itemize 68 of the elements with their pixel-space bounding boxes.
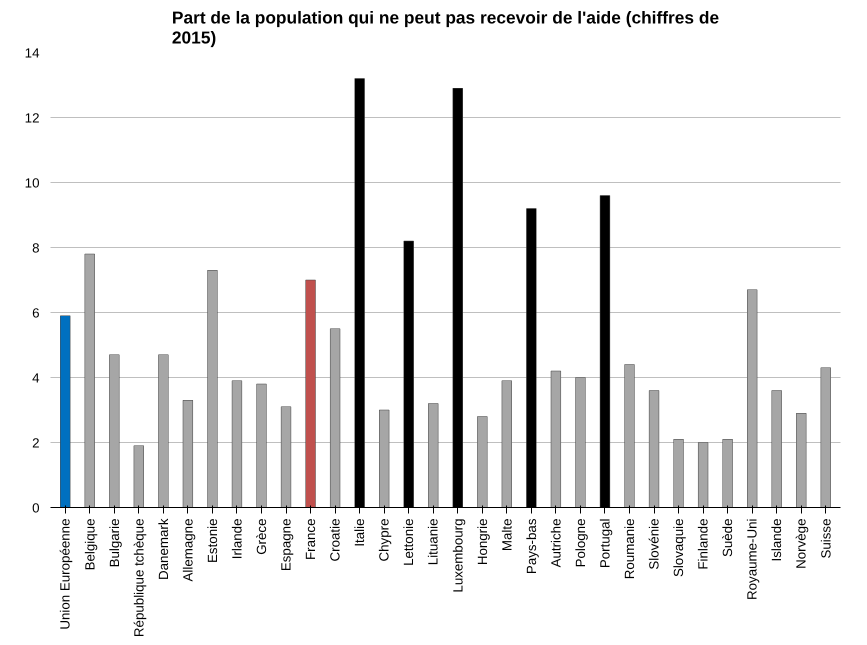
chart-title: Part de la population qui ne peut pas recevoir de l'aide (chiffres de 2015) [172, 8, 720, 48]
x-tick-label: Autriche [548, 518, 564, 568]
x-tick-label: Belgique [82, 518, 98, 570]
x-tick-label: Norvège [794, 518, 809, 569]
bar [722, 439, 733, 508]
x-tick-label: Lettonie [401, 518, 416, 566]
bar [109, 354, 120, 508]
bar [428, 403, 438, 508]
bar [207, 270, 218, 508]
bar [280, 406, 292, 508]
x-tick-label: République tchèque [131, 518, 146, 638]
x-tick-label: Suisse [818, 518, 834, 559]
bar [698, 442, 708, 508]
x-tick-label: Hongrie [474, 518, 490, 566]
bar [158, 354, 169, 508]
y-tick-label: 14 [24, 46, 40, 60]
bar [575, 377, 586, 508]
bar [256, 384, 267, 508]
x-tick-label: Chypre [376, 518, 392, 562]
bar [379, 410, 390, 508]
x-tick-label: Malte [499, 518, 514, 552]
x-tick-label: Slovénie [646, 518, 662, 570]
bar [477, 416, 488, 508]
x-tick-label: Allemagne [180, 518, 196, 582]
bar [330, 328, 340, 508]
bar [84, 254, 95, 508]
x-tick-label: Portugal [597, 518, 612, 568]
x-tick-label: Union Européenne [58, 518, 73, 630]
x-tick-label: Finlande [696, 518, 711, 570]
y-tick-label: 8 [32, 240, 40, 256]
bar [796, 413, 806, 508]
bar [502, 380, 512, 508]
y-tick-label: 10 [24, 176, 40, 190]
bar [772, 390, 782, 508]
x-tick-label: Grèce [254, 518, 269, 555]
x-tick-label: Lituanie [426, 518, 441, 566]
x-tick-label: Slovaquie [671, 518, 686, 578]
x-tick-label: Luxembourg [450, 518, 466, 593]
x-tick-label: Irlande [229, 518, 244, 560]
bar [182, 400, 194, 508]
bar [747, 290, 758, 508]
x-tick-label: Pologne [572, 518, 588, 568]
x-tick-label: Italie [352, 518, 368, 547]
bar [673, 439, 684, 508]
x-tick-label: Islande [769, 518, 784, 562]
y-tick-label: 0 [32, 500, 40, 516]
bar [648, 390, 660, 508]
y-tick-label: 12 [24, 110, 40, 126]
bar [624, 364, 635, 508]
x-tick-label: Bulgarie [106, 518, 122, 568]
x-tick-label: Royaume-Uni [744, 518, 760, 600]
y-tick-label: 2 [32, 436, 40, 450]
x-tick-label: France [303, 518, 318, 560]
y-tick-label: 6 [32, 306, 40, 320]
bar [550, 370, 562, 508]
x-tick-label: Roumanie [622, 518, 638, 580]
y-tick-label: 4 [32, 370, 40, 386]
x-tick-label: Danemark [156, 518, 171, 580]
bar [60, 316, 70, 508]
x-tick-label: Pays-bas [524, 518, 539, 574]
x-tick-label: Suède [720, 518, 736, 558]
x-tick-label: Estonie [204, 518, 220, 563]
x-tick-label: Espagne [278, 518, 294, 572]
bar [134, 446, 144, 508]
bar [305, 280, 316, 508]
bar [232, 380, 242, 508]
x-tick-label: Croatie [328, 518, 343, 562]
bar [820, 368, 831, 508]
